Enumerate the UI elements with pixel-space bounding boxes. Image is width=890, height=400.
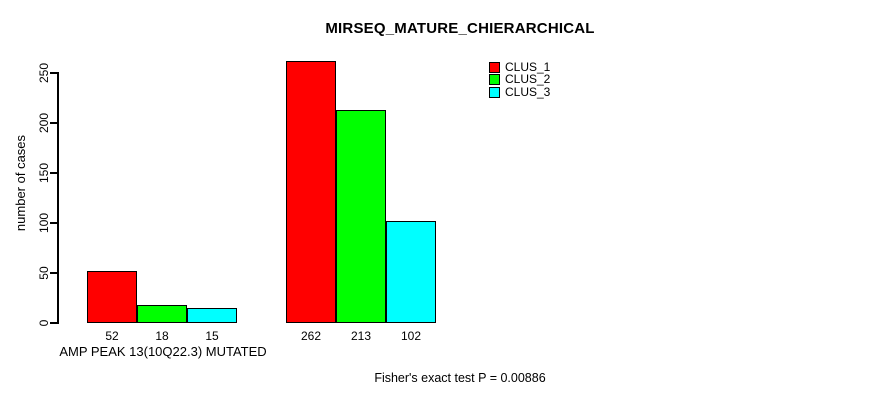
- legend-swatch-clus_1: [489, 62, 500, 74]
- y-tick-label-100: 100: [37, 212, 51, 234]
- fisher-test-footnote: Fisher's exact test P = 0.00886: [374, 371, 546, 385]
- y-tick-label-250: 250: [37, 62, 51, 84]
- legend: CLUS_1 CLUS_2 CLUS_3: [489, 60, 551, 99]
- legend-label-clus_2: CLUS_2: [505, 72, 551, 87]
- bar-value-label-clus_2-group2: 213: [350, 329, 372, 343]
- y-tick-label-200: 200: [37, 112, 51, 134]
- y-tick-200: [50, 122, 57, 124]
- legend-label-clus_1: CLUS_1: [505, 60, 551, 75]
- y-tick-250: [50, 72, 57, 74]
- bar-clus_2-group2: [336, 110, 386, 323]
- y-tick-label-150: 150: [37, 162, 51, 184]
- bar-value-label-clus_3-group1: 15: [205, 329, 219, 343]
- bar-clus_1-group2: [286, 61, 336, 323]
- y-tick-150: [50, 172, 57, 174]
- legend-swatch-clus_3: [489, 86, 500, 98]
- legend-row-clus_1: CLUS_1: [489, 60, 551, 75]
- bar-value-label-clus_2-group1: 18: [155, 329, 169, 343]
- y-tick-100: [50, 222, 57, 224]
- bar-clus_2-group1: [137, 305, 187, 323]
- legend-row-clus_3: CLUS_3: [489, 84, 551, 99]
- y-axis-line: [57, 72, 59, 324]
- y-axis-title: number of cases: [13, 134, 28, 232]
- legend-swatch-clus_2: [489, 74, 500, 86]
- y-tick-label-0: 0: [37, 319, 51, 327]
- y-tick-0: [50, 322, 57, 324]
- bar-value-label-clus_3-group2: 102: [400, 329, 422, 343]
- legend-label-clus_3: CLUS_3: [505, 84, 551, 99]
- bar-value-label-clus_1-group1: 52: [105, 329, 119, 343]
- y-tick-50: [50, 272, 57, 274]
- chart-title: MIRSEQ_MATURE_CHIERARCHICAL: [325, 20, 595, 37]
- x-axis-title: AMP PEAK 13(10Q22.3) MUTATED: [59, 344, 267, 359]
- bar-clus_3-group1: [187, 308, 237, 323]
- bar-value-label-clus_1-group2: 262: [300, 329, 322, 343]
- bar-clus_3-group2: [386, 221, 436, 323]
- y-tick-label-50: 50: [37, 266, 51, 280]
- legend-row-clus_2: CLUS_2: [489, 72, 551, 87]
- bar-clus_1-group1: [87, 271, 137, 323]
